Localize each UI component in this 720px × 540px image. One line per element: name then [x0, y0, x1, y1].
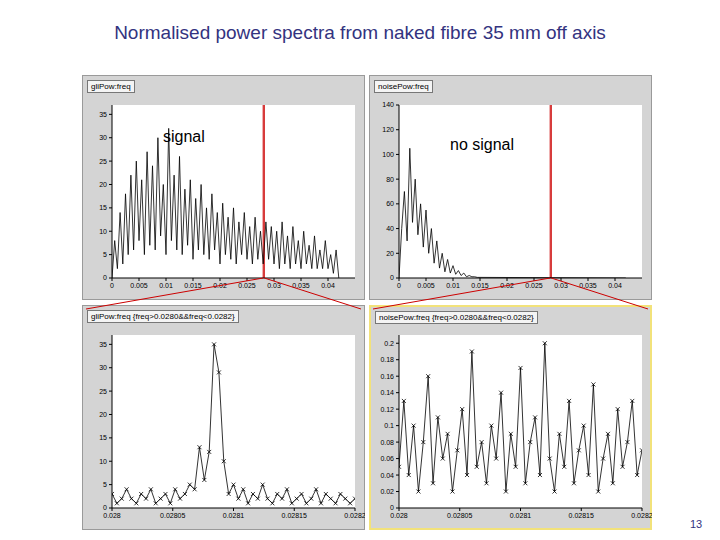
- svg-text:0.04: 0.04: [608, 282, 622, 289]
- html-text:noisePow:freq: noisePow:freq: [378, 82, 429, 91]
- svg-text:140: 140: [382, 101, 394, 108]
- svg-text:0.0281: 0.0281: [223, 512, 245, 519]
- svg-text:15: 15: [99, 434, 107, 441]
- svg-text:0: 0: [103, 504, 107, 511]
- svg-text:0.01: 0.01: [159, 282, 173, 289]
- svg-text:0.015: 0.015: [184, 282, 202, 289]
- svg-text:0.02805: 0.02805: [447, 512, 472, 519]
- svg-text:35: 35: [99, 111, 107, 118]
- svg-text:0.04: 0.04: [321, 282, 335, 289]
- svg-text:0.02: 0.02: [213, 282, 227, 289]
- svg-text:0.025: 0.025: [525, 282, 543, 289]
- svg-text:0: 0: [390, 274, 394, 281]
- html-text:Normalised power spectra from: Normalised power spectra from naked fibr…: [114, 22, 606, 43]
- svg-text:100: 100: [382, 151, 394, 158]
- svg-text:30: 30: [99, 364, 107, 371]
- svg-text:40: 40: [386, 225, 394, 232]
- svg-text:80: 80: [386, 176, 394, 183]
- svg-text:0.2: 0.2: [384, 340, 394, 347]
- svg-text:60: 60: [386, 200, 394, 207]
- svg-text:25: 25: [99, 388, 107, 395]
- svg-text:15: 15: [99, 204, 107, 211]
- svg-text:0.0282: 0.0282: [631, 512, 652, 519]
- svg-text:0.16: 0.16: [380, 373, 394, 380]
- html-text:13: 13: [690, 518, 703, 530]
- html-text:signal: signal: [163, 128, 205, 145]
- svg-text:0.028: 0.028: [103, 512, 121, 519]
- svg-text:0.06: 0.06: [380, 455, 394, 462]
- svg-text:0.015: 0.015: [471, 282, 489, 289]
- svg-text:10: 10: [99, 228, 107, 235]
- svg-text:0: 0: [390, 504, 394, 511]
- html-text:noisePow:freq {freq>0.0280&&fr: noisePow:freq {freq>0.0280&&freq<0.0282}: [379, 313, 534, 322]
- svg-text:0.02: 0.02: [380, 488, 394, 495]
- svg-text:0.18: 0.18: [380, 356, 394, 363]
- svg-text:0.005: 0.005: [130, 282, 148, 289]
- svg-text:0.12: 0.12: [380, 406, 394, 413]
- svg-text:0.02805: 0.02805: [160, 512, 185, 519]
- svg-text:35: 35: [99, 341, 107, 348]
- svg-text:0.02815: 0.02815: [282, 512, 307, 519]
- svg-text:20: 20: [99, 181, 107, 188]
- svg-text:0.14: 0.14: [380, 389, 394, 396]
- html-text:gliPow:freq: gliPow:freq: [91, 82, 131, 91]
- svg-text:0.03: 0.03: [267, 282, 281, 289]
- svg-text:0.005: 0.005: [417, 282, 435, 289]
- svg-text:0.08: 0.08: [380, 439, 394, 446]
- svg-text:20: 20: [99, 411, 107, 418]
- svg-text:5: 5: [103, 251, 107, 258]
- svg-text:0.035: 0.035: [292, 282, 310, 289]
- svg-text:0.04: 0.04: [380, 472, 394, 479]
- html-text:no signal: no signal: [450, 136, 514, 153]
- svg-text:10: 10: [99, 458, 107, 465]
- svg-text:20: 20: [386, 250, 394, 257]
- svg-text:120: 120: [382, 126, 394, 133]
- svg-text:0.025: 0.025: [238, 282, 256, 289]
- svg-text:0: 0: [397, 282, 401, 289]
- svg-text:0.035: 0.035: [579, 282, 597, 289]
- svg-text:0.1: 0.1: [384, 422, 394, 429]
- svg-text:0: 0: [103, 274, 107, 281]
- svg-text:25: 25: [99, 158, 107, 165]
- svg-text:0.02: 0.02: [500, 282, 514, 289]
- svg-text:30: 30: [99, 134, 107, 141]
- svg-text:0.0282: 0.0282: [344, 512, 365, 519]
- html-text:gliPow:freq {freq>0.0280&&freq: gliPow:freq {freq>0.0280&&freq<0.0282}: [91, 312, 235, 321]
- svg-text:0.02815: 0.02815: [569, 512, 594, 519]
- svg-text:0.01: 0.01: [446, 282, 460, 289]
- svg-text:0.03: 0.03: [554, 282, 568, 289]
- svg-text:0: 0: [110, 282, 114, 289]
- svg-text:0.028: 0.028: [390, 512, 408, 519]
- svg-text:0.0281: 0.0281: [510, 512, 532, 519]
- svg-text:5: 5: [103, 481, 107, 488]
